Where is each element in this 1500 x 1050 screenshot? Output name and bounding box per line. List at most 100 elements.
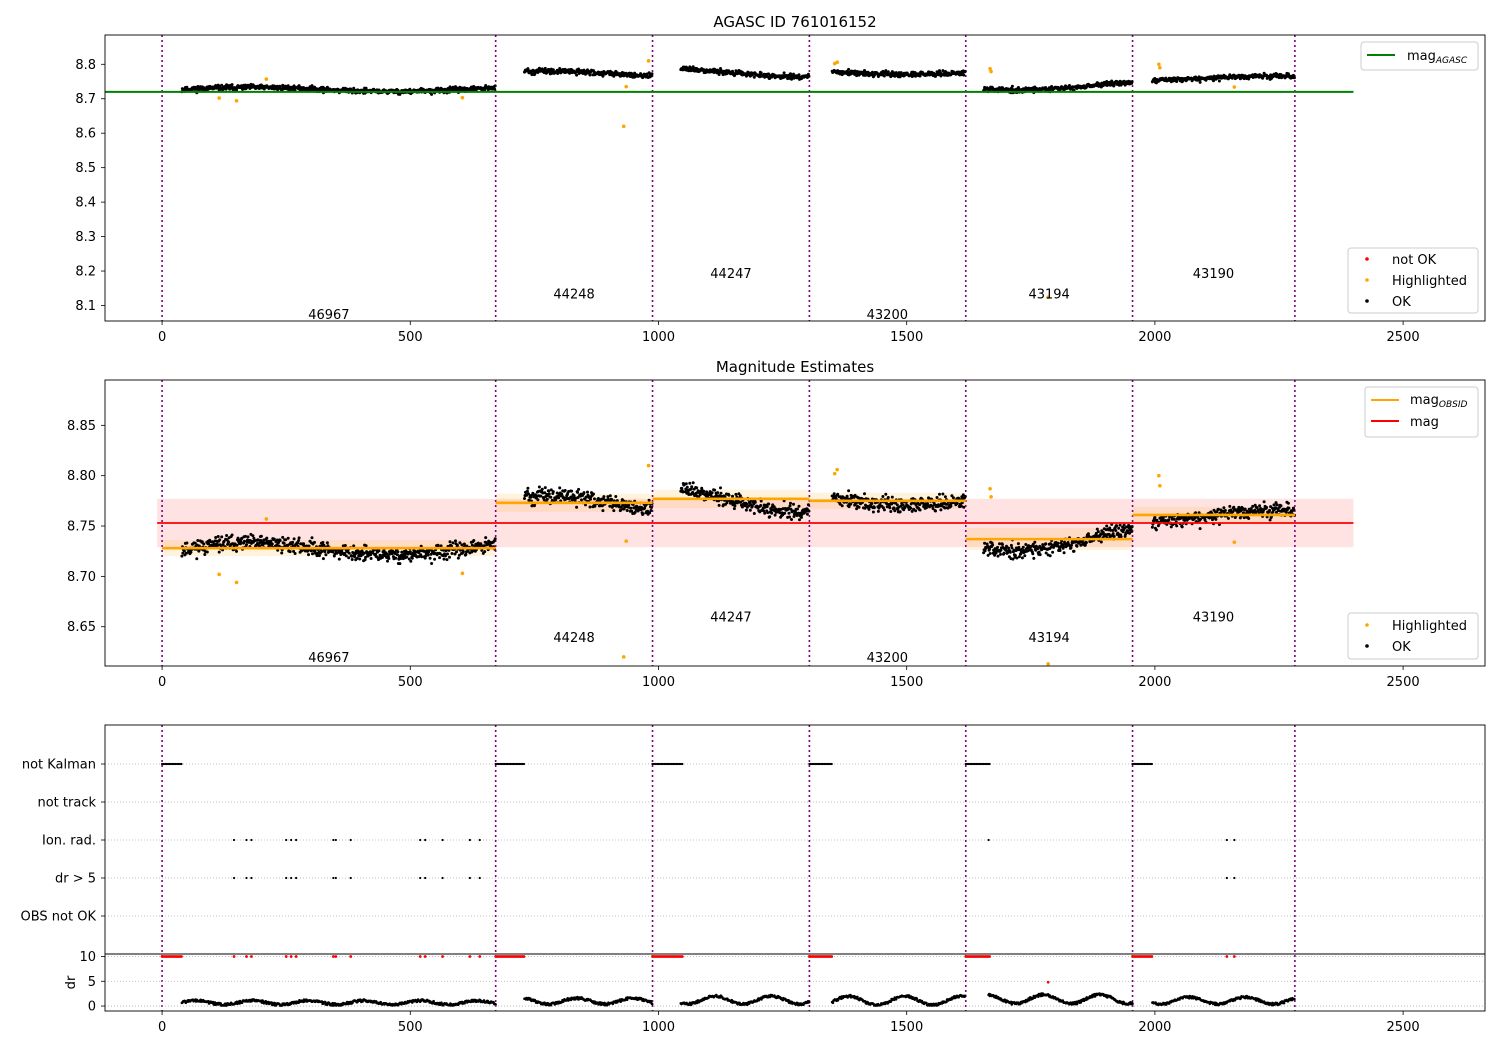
chart2-ok-point [311, 552, 314, 556]
chart2-ok-point [748, 508, 752, 512]
chart2-ok-point [796, 507, 799, 511]
chart2-ok-point [753, 500, 757, 504]
chart2-ok-point [996, 554, 1000, 558]
chart1-y-tick-label: 8.7 [75, 92, 96, 107]
chart2-ok-point [324, 553, 328, 557]
chart2-ok-point [641, 512, 645, 516]
chart2-ok-point [292, 537, 296, 541]
chart2-ok-point [337, 557, 341, 561]
chart2-ok-point [427, 550, 431, 554]
chart2-ok-point [1048, 554, 1052, 558]
chart2-ok-point [540, 487, 544, 491]
chart2-ok-point [602, 495, 606, 499]
chart2-ok-point [396, 550, 400, 554]
chart1-ok-point [575, 73, 579, 77]
chart1-ok-point [889, 75, 893, 79]
chart2-ok-point [914, 509, 918, 513]
chart2-ok-point [586, 490, 589, 494]
chart1-ok-point [1292, 76, 1296, 80]
chart2-ok-point [364, 544, 368, 548]
chart2-ok-point [983, 549, 987, 553]
chart2-highlighted-point [1157, 473, 1161, 478]
chart2-obsid-label: 44248 [553, 631, 594, 646]
chart2-highlighted-point [234, 580, 239, 585]
chart2-ok-point [278, 539, 282, 542]
chart1-ok-point [493, 84, 497, 88]
chart1-legend-label: Highlighted [1392, 274, 1467, 289]
chart2-ok-point [1175, 524, 1179, 528]
chart2-ok-point [1242, 516, 1246, 520]
chart2-ok-point [1111, 532, 1115, 536]
chart1-ok-point [286, 84, 290, 88]
chart2-ok-point [355, 556, 359, 560]
chart2-ok-point [733, 504, 737, 508]
chart2-ok-point [909, 506, 913, 510]
chart2-ok-point [787, 511, 791, 515]
chart2-legend-marker [1365, 644, 1369, 648]
chart2-ok-point [196, 539, 200, 542]
chart2-ok-point [1228, 504, 1232, 508]
chart2-ok-point [1115, 524, 1119, 528]
chart2-ok-point [889, 510, 893, 513]
chart1-ok-point [882, 74, 886, 78]
chart2-ok-point [719, 491, 723, 495]
chart2-ok-point [230, 533, 234, 537]
chart1-obsid-label: 43200 [867, 308, 908, 323]
chart2-ok-point [1008, 550, 1012, 554]
chart2-ok-point [1026, 549, 1030, 553]
chart2-ok-point [218, 538, 222, 542]
chart1-obsid-label: 44248 [553, 287, 594, 302]
dr-gt5-point [1225, 876, 1228, 880]
chart2-ok-point [790, 518, 793, 521]
chart1-legend-ref-subscript: AGASC [1435, 56, 1468, 66]
chart2-ok-point [270, 542, 274, 546]
chart2-ok-point [297, 536, 301, 540]
chart2-ok-point [1001, 543, 1004, 546]
chart2-ok-point [455, 550, 458, 554]
chart2-ok-point [717, 503, 721, 507]
chart2-ok-point [1070, 543, 1073, 547]
chart2-ok-point [1122, 523, 1126, 527]
ion-rad-point [285, 838, 288, 842]
chart1-ok-point [782, 71, 786, 75]
chart2-ok-point [649, 509, 653, 512]
chart2-ok-point [650, 506, 653, 509]
flag-row-label: not track [37, 796, 96, 811]
chart2-ok-point [321, 541, 325, 544]
chart2-ok-point [1243, 507, 1247, 511]
chart1-x-tick-label: 1000 [642, 330, 675, 345]
chart2-ok-point [307, 553, 310, 557]
chart2-ok-point [890, 495, 894, 499]
chart2-ok-point [1292, 508, 1296, 512]
chart2-ok-point [765, 505, 769, 509]
chart2-ok-point [310, 536, 314, 540]
chart2-legend-obsid-subscript: OBSID [1439, 400, 1468, 410]
chart2-ok-point [576, 490, 580, 494]
dr-gt5-point [441, 876, 444, 880]
chart2-ok-point [438, 556, 442, 560]
chart2-ok-point [456, 556, 460, 560]
chart1-ok-point [884, 69, 888, 73]
chart2-obsid-label: 43200 [867, 651, 908, 666]
chart1-legend-marker [1365, 257, 1369, 261]
dr-gt5-point [332, 876, 335, 880]
chart1-ok-point [807, 74, 811, 78]
chart2-ok-point [216, 535, 220, 538]
ion-rad-point [332, 838, 335, 842]
chart2-ok-point [727, 493, 731, 497]
chart2-ok-point [797, 504, 801, 508]
ion-rad-point [334, 838, 337, 842]
flag-row-label: OBS not OK [21, 910, 97, 925]
chart2-ok-point [220, 535, 224, 539]
chart2-ok-point [1009, 543, 1013, 547]
chart2-ok-point [625, 509, 629, 512]
chart2-obsid-label: 43190 [1193, 611, 1234, 626]
chart2-ok-point [1058, 549, 1062, 552]
chart2-ok-point [286, 536, 290, 540]
chart2-ok-point [1044, 542, 1048, 546]
chart1-highlighted-point [1157, 62, 1161, 67]
chart2-ok-point [358, 557, 362, 561]
chart2-ok-point [405, 555, 409, 559]
chart2-ok-point [1286, 501, 1290, 505]
chart2-ok-point [580, 498, 583, 502]
